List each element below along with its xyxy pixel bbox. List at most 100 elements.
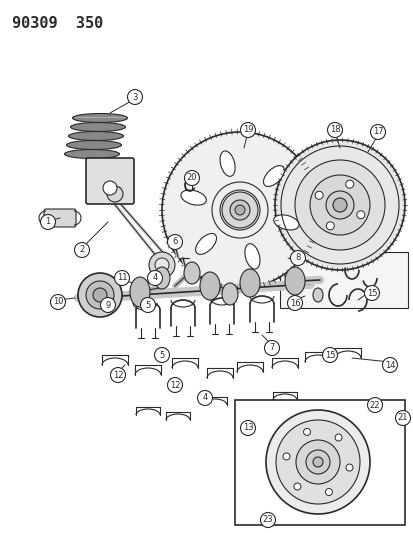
- Text: 17: 17: [372, 127, 382, 136]
- Text: 5: 5: [145, 301, 150, 310]
- Text: 23: 23: [262, 515, 273, 524]
- Text: 90309  350: 90309 350: [12, 16, 103, 31]
- Circle shape: [127, 90, 142, 104]
- Circle shape: [367, 398, 382, 413]
- Text: 14: 14: [384, 360, 394, 369]
- Circle shape: [293, 483, 300, 490]
- Circle shape: [154, 258, 169, 272]
- Polygon shape: [279, 252, 407, 308]
- Text: 1: 1: [45, 217, 50, 227]
- Text: 22: 22: [369, 400, 379, 409]
- Circle shape: [147, 271, 162, 286]
- Circle shape: [305, 450, 329, 474]
- Ellipse shape: [195, 233, 216, 254]
- Circle shape: [363, 286, 379, 301]
- Ellipse shape: [130, 277, 150, 307]
- Circle shape: [266, 410, 369, 514]
- Circle shape: [332, 198, 346, 212]
- Circle shape: [325, 489, 332, 496]
- Circle shape: [40, 214, 55, 230]
- Ellipse shape: [312, 288, 322, 302]
- Circle shape: [93, 288, 107, 302]
- Text: 6: 6: [172, 238, 177, 246]
- Circle shape: [149, 252, 175, 278]
- Ellipse shape: [70, 123, 125, 132]
- Text: 9: 9: [105, 301, 110, 310]
- Circle shape: [110, 367, 125, 383]
- Circle shape: [100, 297, 115, 312]
- Text: 15: 15: [366, 288, 376, 297]
- Ellipse shape: [244, 244, 259, 269]
- Text: 19: 19: [242, 125, 253, 134]
- Circle shape: [303, 429, 310, 435]
- FancyBboxPatch shape: [235, 400, 404, 525]
- Text: 13: 13: [242, 424, 253, 432]
- Circle shape: [154, 348, 169, 362]
- Circle shape: [184, 171, 199, 185]
- Text: 12: 12: [169, 381, 180, 390]
- Circle shape: [197, 391, 212, 406]
- Ellipse shape: [273, 215, 298, 230]
- Text: 10: 10: [52, 297, 63, 306]
- Ellipse shape: [180, 190, 206, 205]
- Text: 5: 5: [159, 351, 164, 359]
- Circle shape: [327, 123, 342, 138]
- Ellipse shape: [68, 132, 123, 141]
- Circle shape: [274, 140, 404, 270]
- Circle shape: [287, 295, 302, 311]
- Circle shape: [334, 434, 341, 441]
- FancyBboxPatch shape: [86, 158, 134, 204]
- Circle shape: [275, 420, 359, 504]
- Circle shape: [167, 377, 182, 392]
- Ellipse shape: [240, 269, 259, 297]
- Circle shape: [294, 160, 384, 250]
- Circle shape: [235, 205, 244, 215]
- Ellipse shape: [221, 283, 237, 305]
- Circle shape: [309, 175, 369, 235]
- Circle shape: [325, 191, 353, 219]
- Text: 3: 3: [132, 93, 138, 101]
- Text: 12: 12: [112, 370, 123, 379]
- Ellipse shape: [284, 267, 304, 295]
- Circle shape: [314, 191, 323, 199]
- Text: 2: 2: [79, 246, 84, 254]
- Ellipse shape: [263, 166, 284, 187]
- Circle shape: [230, 200, 249, 220]
- Circle shape: [50, 295, 65, 310]
- Text: 21: 21: [397, 414, 407, 423]
- Circle shape: [264, 341, 279, 356]
- Text: 16: 16: [289, 298, 299, 308]
- Circle shape: [260, 513, 275, 528]
- Circle shape: [78, 273, 122, 317]
- Circle shape: [161, 132, 317, 288]
- Circle shape: [394, 410, 410, 425]
- Text: 4: 4: [202, 393, 207, 402]
- Circle shape: [325, 222, 333, 230]
- Ellipse shape: [183, 262, 199, 284]
- Circle shape: [221, 192, 257, 228]
- Circle shape: [86, 281, 114, 309]
- Circle shape: [290, 251, 305, 265]
- Circle shape: [282, 453, 289, 460]
- Circle shape: [240, 123, 255, 138]
- Circle shape: [167, 235, 182, 249]
- Circle shape: [382, 358, 396, 373]
- Circle shape: [345, 180, 353, 188]
- Circle shape: [114, 271, 129, 286]
- Ellipse shape: [154, 267, 170, 289]
- Text: 20: 20: [186, 174, 197, 182]
- Text: 7: 7: [269, 343, 274, 352]
- Ellipse shape: [219, 151, 235, 176]
- Circle shape: [140, 297, 155, 312]
- Circle shape: [103, 181, 117, 195]
- Ellipse shape: [199, 272, 219, 300]
- Text: 15: 15: [324, 351, 335, 359]
- Ellipse shape: [72, 114, 127, 123]
- Circle shape: [345, 464, 352, 471]
- Ellipse shape: [66, 141, 121, 149]
- FancyBboxPatch shape: [44, 209, 76, 227]
- Circle shape: [74, 243, 89, 257]
- Circle shape: [107, 186, 123, 202]
- Circle shape: [295, 440, 339, 484]
- Text: 8: 8: [294, 254, 300, 262]
